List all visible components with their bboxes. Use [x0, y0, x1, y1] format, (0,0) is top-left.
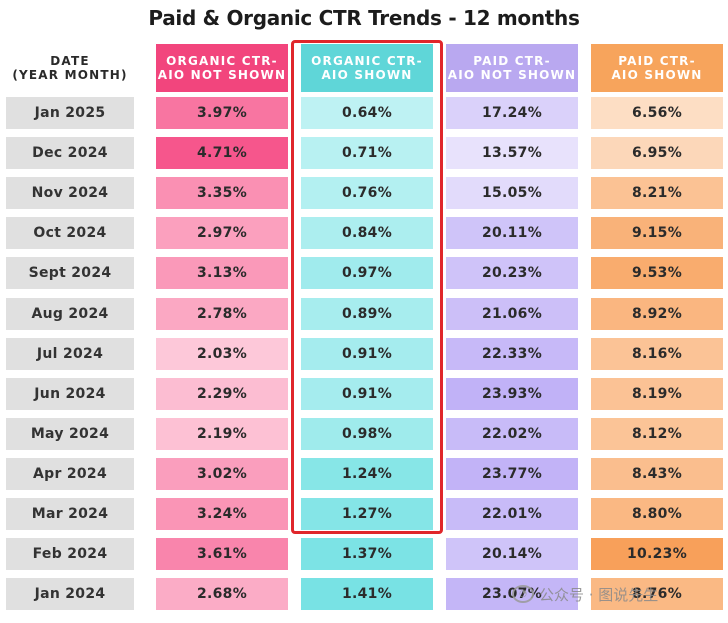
wechat-icon: ◔ [512, 585, 534, 603]
date-cell: Jun 2024 [6, 377, 134, 410]
cell-organic-shown: 0.84% [301, 217, 433, 250]
cell-paid-not-shown: 22.02% [446, 417, 578, 450]
date-cell: Dec 2024 [6, 137, 134, 170]
cell-paid-shown: 10.23% [591, 538, 723, 571]
watermark-text: 公众号 · 图说先生 [539, 585, 659, 604]
cell-paid-shown: 8.16% [591, 337, 723, 370]
cell-organic-shown: 0.91% [301, 377, 433, 410]
cell-organic-not-shown: 3.97% [156, 97, 288, 129]
cell-organic-not-shown: 2.68% [156, 578, 288, 611]
watermark: ◔ 公众号 · 图说先生 [512, 582, 658, 606]
cell-organic-shown: 0.97% [301, 257, 433, 290]
header-paid-not-shown: PAID CTR- AIO NOT SHOWN [446, 44, 578, 92]
cell-organic-not-shown: 2.97% [156, 217, 288, 250]
cell-paid-not-shown: 22.01% [446, 498, 578, 530]
cell-paid-not-shown: 20.11% [446, 217, 578, 250]
cell-organic-not-shown: 2.29% [156, 377, 288, 410]
cell-organic-not-shown: 3.35% [156, 177, 288, 210]
cell-organic-not-shown: 2.03% [156, 337, 288, 370]
cell-organic-shown: 1.41% [301, 578, 433, 611]
cell-paid-not-shown: 20.23% [446, 257, 578, 290]
date-cell: Apr 2024 [6, 457, 134, 490]
cell-organic-not-shown: 3.13% [156, 257, 288, 290]
date-cell: Mar 2024 [6, 498, 134, 530]
cell-organic-shown: 0.64% [301, 97, 433, 129]
cell-organic-not-shown: 2.78% [156, 297, 288, 330]
cell-paid-shown: 8.92% [591, 297, 723, 330]
cell-paid-shown: 8.21% [591, 177, 723, 210]
cell-paid-shown: 8.80% [591, 498, 723, 530]
cell-paid-not-shown: 20.14% [446, 538, 578, 571]
cell-organic-shown: 1.37% [301, 538, 433, 571]
cell-paid-shown: 9.15% [591, 217, 723, 250]
date-cell: Sept 2024 [6, 257, 134, 290]
chart-title: Paid & Organic CTR Trends - 12 months [148, 6, 580, 30]
cell-paid-not-shown: 21.06% [446, 297, 578, 330]
cell-organic-not-shown: 4.71% [156, 137, 288, 170]
cell-paid-shown: 6.95% [591, 137, 723, 170]
cell-organic-shown: 0.91% [301, 337, 433, 370]
date-cell: Feb 2024 [6, 538, 134, 571]
cell-paid-not-shown: 23.77% [446, 457, 578, 490]
header-paid-shown: PAID CTR- AIO SHOWN [591, 44, 723, 92]
cell-paid-not-shown: 17.24% [446, 97, 578, 129]
cell-paid-shown: 8.76% [591, 578, 723, 611]
cell-paid-shown: 8.12% [591, 417, 723, 450]
date-cell: May 2024 [6, 417, 134, 450]
header-date: DATE (YEAR MONTH) [12, 54, 128, 82]
date-cell: Aug 2024 [6, 297, 134, 330]
cell-organic-not-shown: 3.24% [156, 498, 288, 530]
cell-organic-not-shown: 3.61% [156, 538, 288, 571]
cell-organic-shown: 0.71% [301, 137, 433, 170]
cell-organic-not-shown: 2.19% [156, 417, 288, 450]
cell-organic-not-shown: 3.02% [156, 457, 288, 490]
date-cell: Jan 2024 [6, 578, 134, 611]
date-cell: Nov 2024 [6, 177, 134, 210]
date-cell: Jan 2025 [6, 97, 134, 129]
cell-organic-shown: 0.76% [301, 177, 433, 210]
cell-paid-not-shown: 22.33% [446, 337, 578, 370]
cell-paid-shown: 8.19% [591, 377, 723, 410]
date-cell: Oct 2024 [6, 217, 134, 250]
header-organic-shown: ORGANIC CTR- AIO SHOWN [301, 44, 433, 92]
date-cell: Jul 2024 [6, 337, 134, 370]
header-organic-not-shown: ORGANIC CTR- AIO NOT SHOWN [156, 44, 288, 92]
cell-paid-shown: 8.43% [591, 457, 723, 490]
cell-paid-not-shown: 13.57% [446, 137, 578, 170]
cell-paid-shown: 6.56% [591, 97, 723, 129]
cell-organic-shown: 0.89% [301, 297, 433, 330]
cell-paid-shown: 9.53% [591, 257, 723, 290]
cell-organic-shown: 1.24% [301, 457, 433, 490]
cell-organic-shown: 0.98% [301, 417, 433, 450]
cell-paid-not-shown: 23.93% [446, 377, 578, 410]
cell-paid-not-shown: 15.05% [446, 177, 578, 210]
cell-organic-shown: 1.27% [301, 498, 433, 530]
